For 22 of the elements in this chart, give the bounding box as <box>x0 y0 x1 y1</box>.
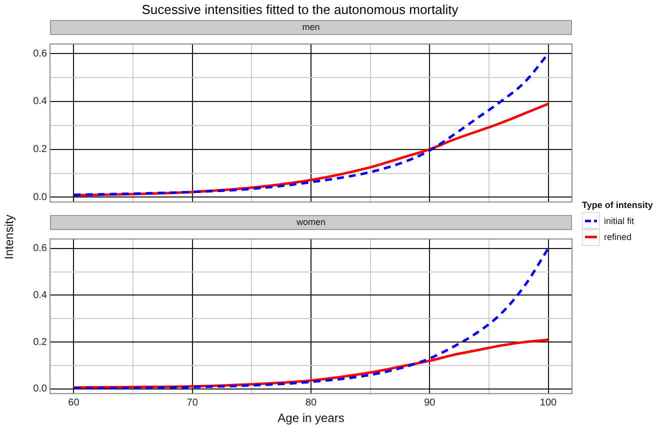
y-tick-label: 0.4 <box>33 290 48 301</box>
y-tick-label: 0.0 <box>33 192 48 203</box>
y-tick-label: 0.2 <box>33 336 48 348</box>
y-tick-label: 0.6 <box>33 243 48 254</box>
legend-label: initial fit <box>604 216 634 226</box>
y-tick-label: 0.4 <box>33 96 48 108</box>
y-tick-label: 0.2 <box>33 144 48 156</box>
legend-title: Type of intensity <box>582 200 653 210</box>
chart-subtitle: men <box>50 20 572 35</box>
chart-subtitle: women <box>50 215 572 230</box>
chart-title: Sucessive intensities fitted to the autonomous mortality <box>140 1 460 19</box>
x-tick-label: 60 <box>68 397 80 408</box>
y-tick-label: 0.0 <box>33 384 48 395</box>
x-tick-label: 100 <box>540 397 558 408</box>
y-axis-title: Intensity <box>2 214 16 260</box>
legend-label: refined <box>604 232 632 242</box>
line-series <box>72 247 550 390</box>
x-tick-label: 80 <box>305 397 317 408</box>
x-axis-title: Age in years <box>278 411 344 426</box>
x-tick-label: 90 <box>424 397 436 408</box>
x-tick-label: 70 <box>186 397 198 408</box>
y-tick-label: 0.6 <box>33 48 48 60</box>
